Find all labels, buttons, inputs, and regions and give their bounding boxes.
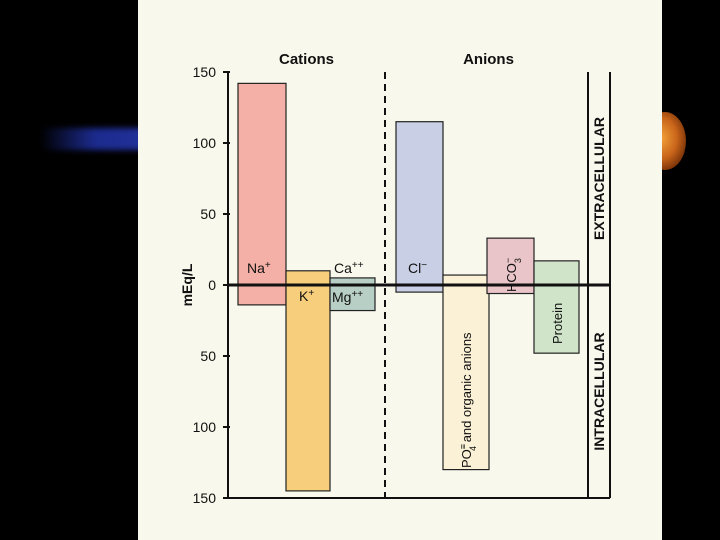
bar-label: Ca++	[334, 260, 364, 277]
bar-label: Cl−	[408, 260, 427, 277]
bar	[237, 82, 287, 306]
y-tick-label: 150	[193, 490, 217, 506]
chart-panel: 150 100 50 0 50 100 150 mEq/L Cations Anions EXTRA…	[138, 0, 662, 540]
y-tick-label: 100	[193, 419, 217, 435]
compartment-label: EXTRACELLULAR	[591, 117, 607, 240]
background-light-streak	[40, 128, 160, 150]
section-header: Anions	[463, 51, 514, 68]
compartment-label: INTRACELLULAR	[591, 332, 607, 450]
electrolyte-chart: 150 100 50 0 50 100 150 mEq/L Cations Anions EXTRA…	[179, 51, 611, 506]
y-tick-label: 50	[200, 348, 216, 364]
bar	[285, 270, 331, 492]
y-tick-label: 50	[200, 206, 216, 222]
bar-label: PO≡4 and organic anions	[458, 332, 478, 468]
y-tick-label: 150	[193, 64, 217, 80]
bar-label: Na+	[247, 260, 271, 277]
y-axis-label: mEq/L	[179, 263, 195, 306]
bar-label: K+	[299, 288, 314, 305]
bar	[395, 121, 444, 293]
bar	[533, 260, 580, 354]
bar-label: Mg++	[332, 289, 363, 306]
y-tick-label: 100	[193, 135, 217, 151]
y-tick-label: 0	[208, 277, 216, 293]
section-header: Cations	[279, 51, 334, 68]
bar	[329, 277, 376, 312]
bar-label: Protein	[550, 303, 565, 344]
bar	[442, 274, 490, 471]
bar-label: HCO3−	[503, 258, 523, 292]
